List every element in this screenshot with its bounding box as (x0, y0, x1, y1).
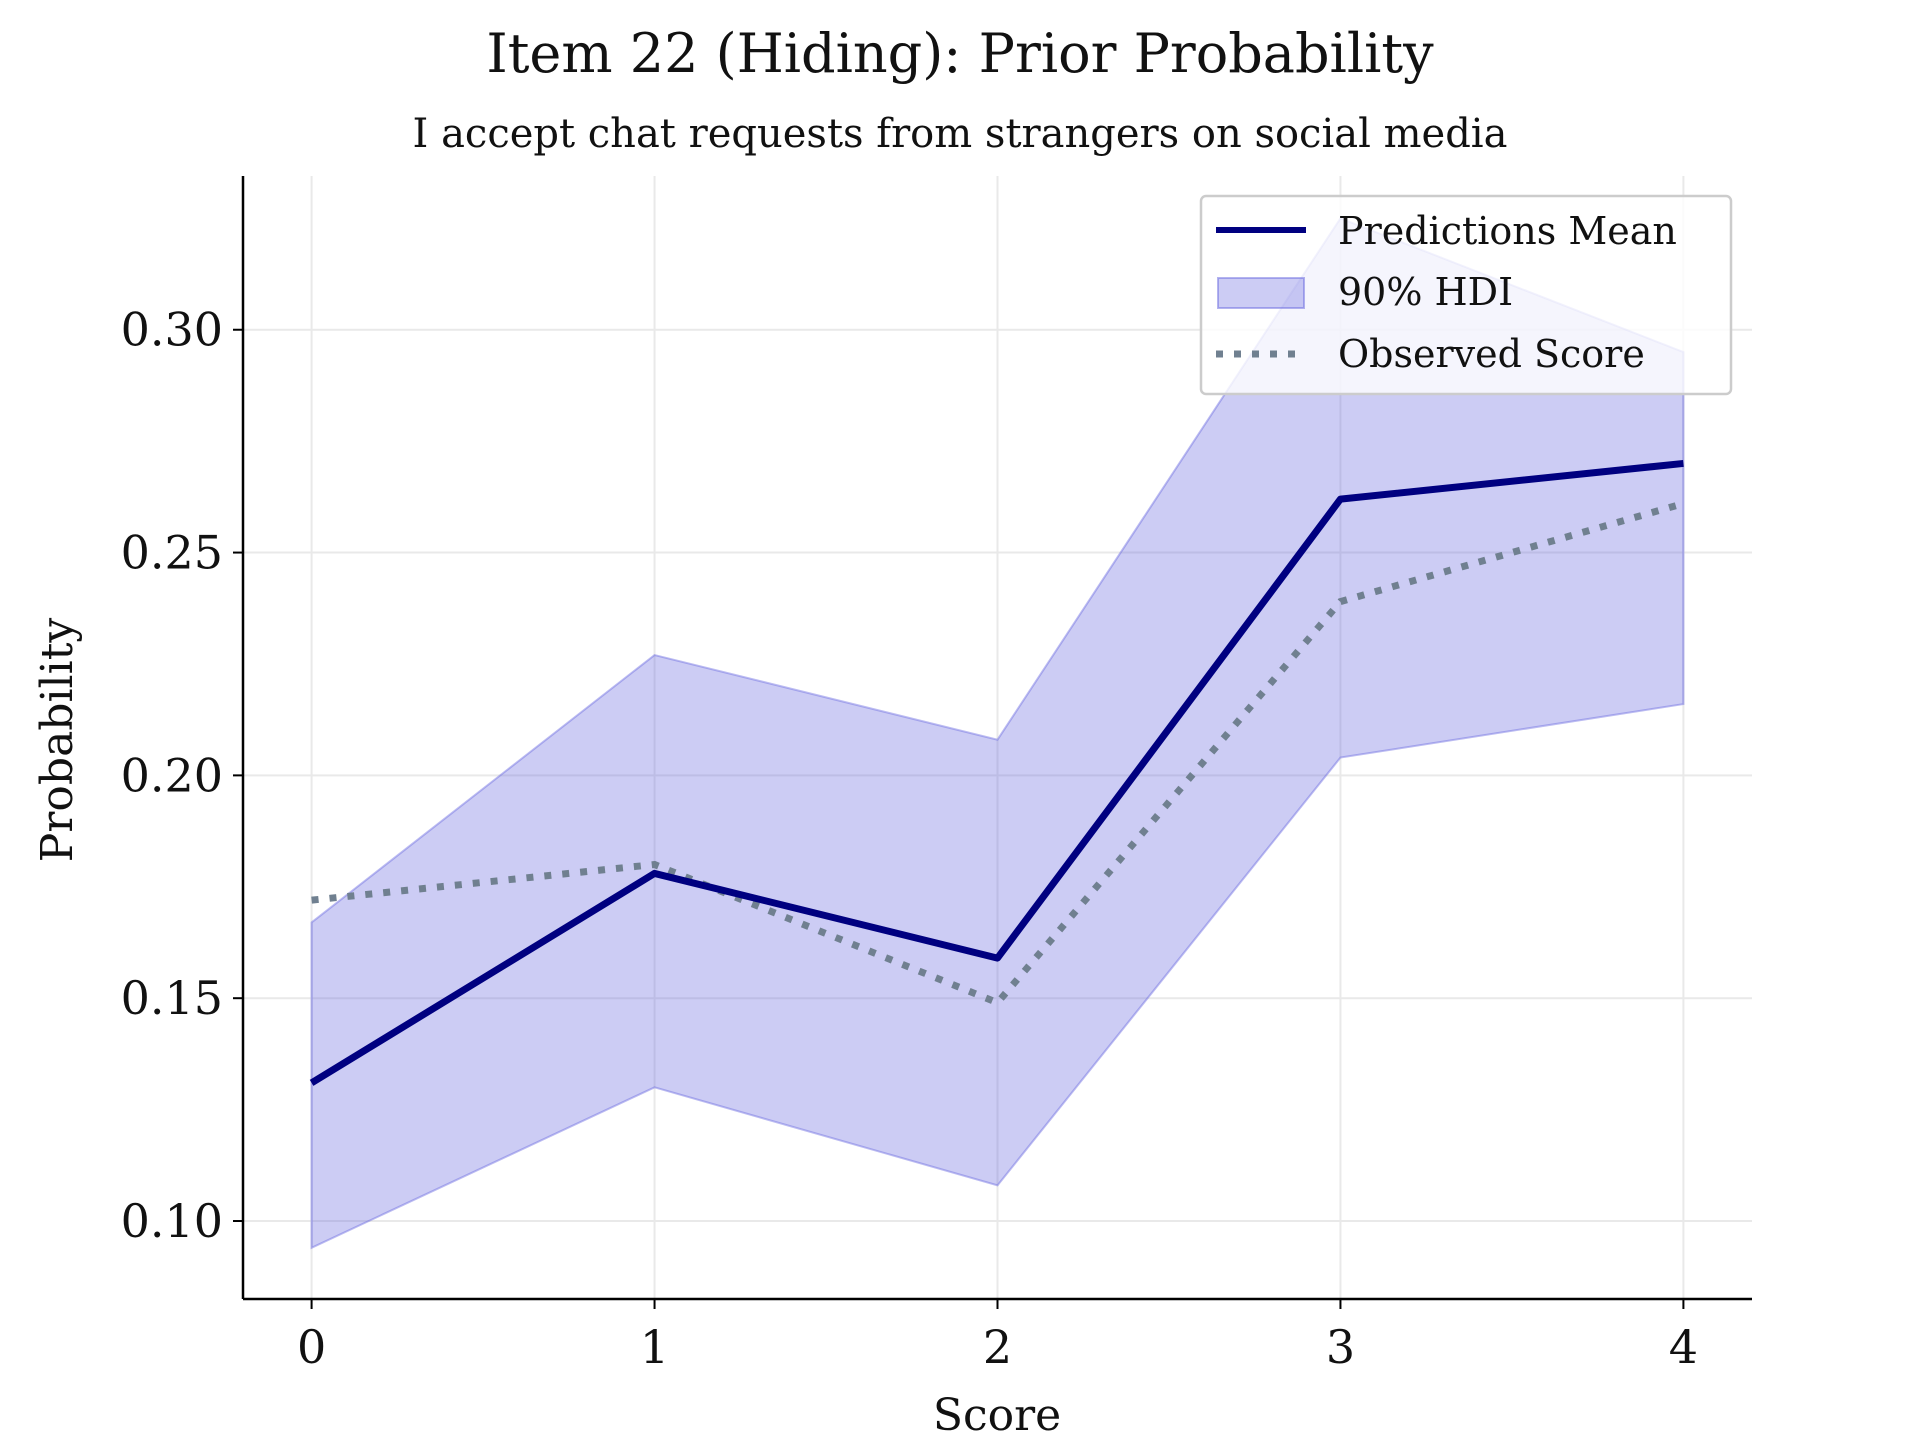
y-axis-ticks: 0.10 0.15 0.20 0.25 0.30 (121, 303, 243, 1248)
legend-observed-label: Observed Score (1338, 332, 1645, 376)
x-axis-label: Score (933, 1390, 1061, 1440)
chart-subtitle: I accept chat requests from strangers on… (413, 111, 1508, 157)
x-tick-label: 1 (640, 1320, 669, 1374)
legend-hdi-swatch (1217, 277, 1305, 309)
y-axis-label: Probability (32, 618, 83, 863)
y-tick-label: 0.10 (121, 1194, 223, 1248)
predictions-mean-line (309, 459, 1684, 1086)
y-tick-label: 0.20 (121, 748, 223, 802)
y-tick-label: 0.15 (121, 971, 223, 1025)
x-tick-label: 3 (1326, 1320, 1355, 1374)
y-tick-label: 0.25 (121, 526, 223, 580)
x-tick-label: 0 (297, 1320, 326, 1374)
legend-frame (1199, 194, 1733, 396)
hdi-band (310, 217, 1685, 1250)
legend-hdi-label: 90% HDI (1338, 270, 1513, 314)
legend: Predictions Mean 90% HDI Observed Score (1199, 194, 1733, 396)
chart-title: Item 22 (Hiding): Prior Probability (486, 22, 1434, 85)
y-tick-label: 0.30 (121, 303, 223, 357)
x-tick-label: 2 (983, 1320, 1012, 1374)
x-tick-label: 4 (1669, 1320, 1698, 1374)
legend-mean-label: Predictions Mean (1338, 209, 1677, 253)
x-axis-ticks: 0 1 2 3 4 (297, 1299, 1698, 1374)
